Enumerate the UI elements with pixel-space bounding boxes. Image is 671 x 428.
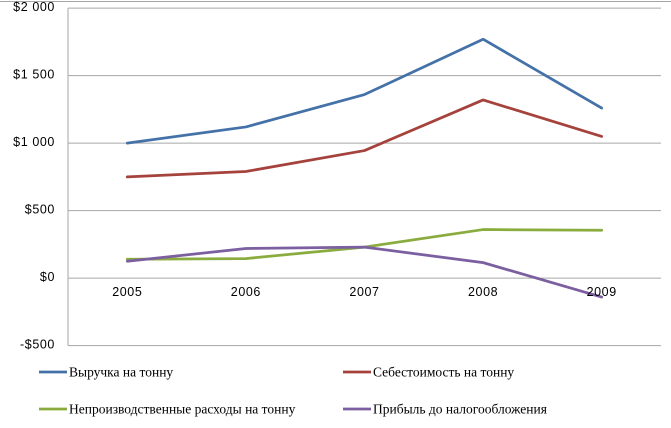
svg-text:$500: $500 xyxy=(25,203,55,217)
svg-text:-$500: -$500 xyxy=(20,338,55,352)
svg-text:Выручка на тонну: Выручка на тонну xyxy=(69,365,173,380)
svg-text:Себестоимость на тонну: Себестоимость на тонну xyxy=(373,365,514,380)
svg-text:2009: 2009 xyxy=(587,285,617,299)
svg-text:$1 000: $1 000 xyxy=(13,135,55,149)
svg-text:2006: 2006 xyxy=(231,285,261,299)
svg-text:Прибыль до налогообложения: Прибыль до налогообложения xyxy=(373,402,547,417)
svg-text:2005: 2005 xyxy=(112,285,142,299)
svg-text:2008: 2008 xyxy=(468,285,498,299)
svg-text:$2 000: $2 000 xyxy=(13,0,55,14)
svg-text:$1 500: $1 500 xyxy=(13,68,55,82)
svg-text:Непроизводственные расходы на: Непроизводственные расходы на тонну xyxy=(69,402,296,417)
svg-text:$0: $0 xyxy=(40,270,55,284)
svg-text:2007: 2007 xyxy=(349,285,379,299)
